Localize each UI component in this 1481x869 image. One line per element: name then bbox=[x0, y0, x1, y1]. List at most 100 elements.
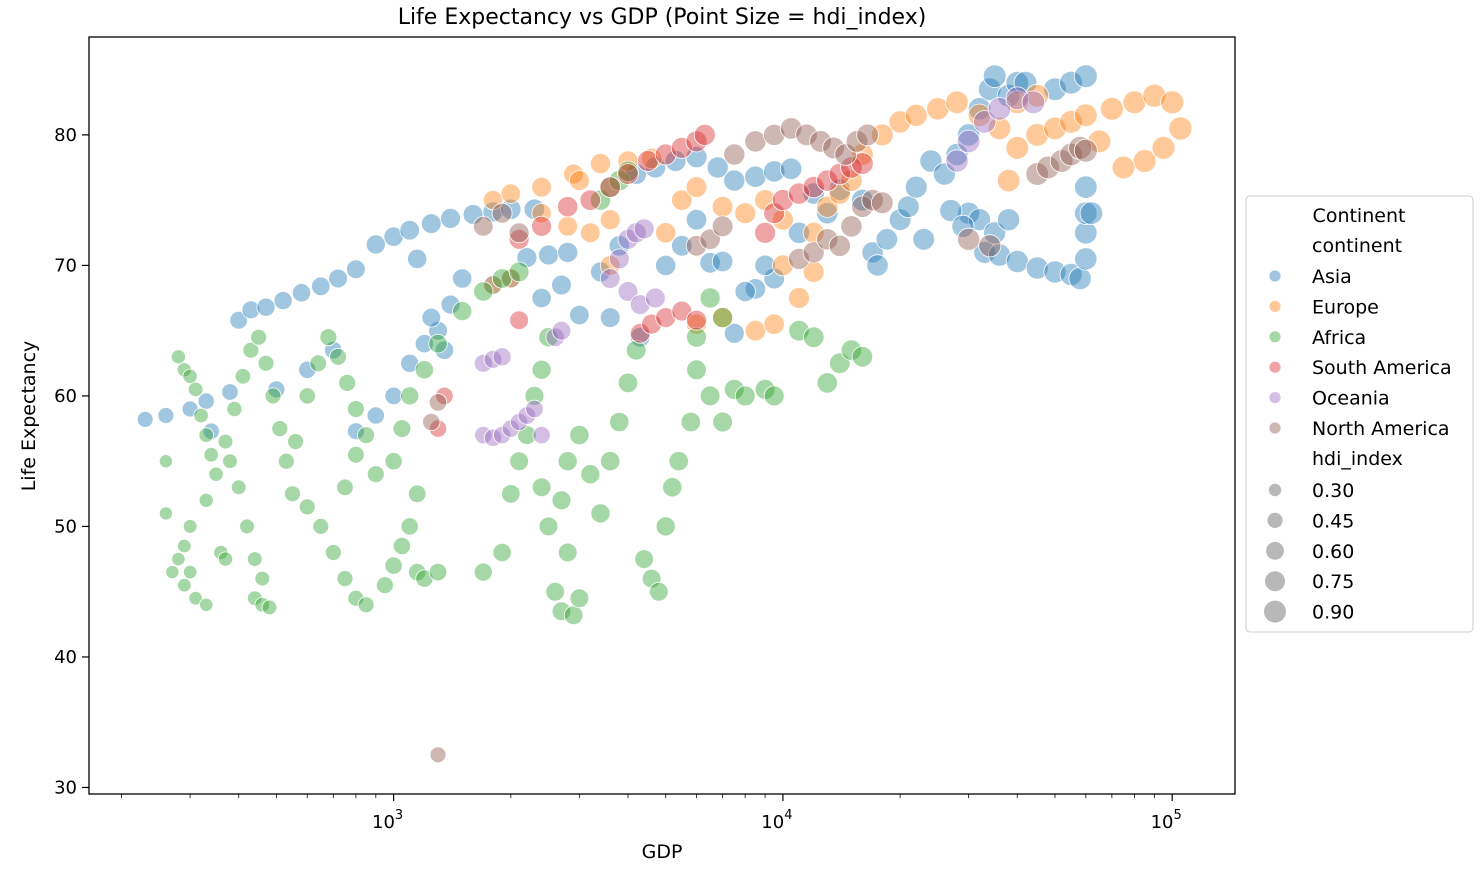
data-point-asia bbox=[763, 160, 786, 183]
data-point-africa bbox=[712, 411, 733, 433]
data-point-oceania bbox=[617, 281, 639, 302]
data-point-europe bbox=[945, 90, 969, 115]
legend-label-asia: Asia bbox=[1312, 266, 1352, 288]
data-point-africa bbox=[668, 451, 689, 472]
legend-title: Continent bbox=[1313, 205, 1406, 227]
data-point-asia bbox=[932, 162, 956, 186]
data-point-africa bbox=[655, 516, 676, 537]
data-point-europe bbox=[500, 268, 521, 289]
data-point-africa bbox=[199, 597, 214, 612]
data-point-south-america bbox=[670, 136, 693, 159]
legend-size-label: 0.60 bbox=[1312, 541, 1354, 563]
data-point-south-america bbox=[508, 228, 530, 250]
data-point-north-america bbox=[828, 234, 851, 257]
data-point-south-america bbox=[655, 307, 677, 329]
data-point-asia bbox=[956, 123, 981, 147]
data-point-north-america bbox=[428, 393, 448, 412]
data-point-asia bbox=[982, 64, 1007, 88]
data-point-asia bbox=[346, 422, 365, 441]
y-tick-label: 30 bbox=[54, 777, 77, 798]
data-point-africa bbox=[551, 601, 572, 622]
data-point-oceania bbox=[599, 268, 621, 289]
y-tick-label: 80 bbox=[54, 125, 77, 146]
legend-label-africa: Africa bbox=[1312, 327, 1366, 349]
data-point-asia bbox=[298, 360, 317, 379]
data-point-europe bbox=[888, 110, 912, 134]
data-point-africa bbox=[336, 478, 354, 497]
data-point-europe bbox=[685, 176, 708, 198]
data-point-north-america bbox=[795, 123, 818, 147]
data-point-africa bbox=[277, 452, 295, 470]
data-point-south-america bbox=[617, 163, 639, 185]
y-tick-label: 70 bbox=[54, 255, 77, 276]
data-point-europe bbox=[711, 195, 734, 218]
data-point-europe bbox=[734, 202, 757, 225]
data-point-africa bbox=[634, 549, 654, 569]
data-point-asia bbox=[945, 142, 969, 166]
data-point-asia bbox=[383, 226, 404, 247]
data-point-asia bbox=[557, 241, 579, 263]
data-point-africa bbox=[492, 542, 512, 563]
legend-size-marker bbox=[1266, 512, 1284, 529]
data-point-africa bbox=[329, 347, 348, 366]
data-point-africa bbox=[158, 506, 173, 521]
data-point-africa bbox=[182, 368, 198, 384]
data-point-oceania bbox=[956, 129, 981, 154]
data-point-north-america bbox=[779, 117, 803, 140]
data-point-africa bbox=[569, 424, 590, 446]
y-tick-label: 50 bbox=[54, 516, 77, 537]
data-point-asia bbox=[866, 254, 889, 277]
data-point-north-america bbox=[822, 136, 845, 160]
data-point-asia bbox=[904, 175, 928, 199]
data-point-africa bbox=[250, 328, 268, 346]
data-point-europe bbox=[590, 153, 612, 175]
data-point-africa bbox=[298, 387, 316, 405]
data-point-africa bbox=[346, 400, 365, 418]
data-point-africa bbox=[336, 570, 354, 587]
legend-label-north-america: North America bbox=[1312, 418, 1450, 440]
data-point-africa bbox=[217, 551, 234, 567]
data-point-africa bbox=[400, 386, 420, 406]
data-point-oceania bbox=[509, 412, 529, 432]
data-point-africa bbox=[524, 385, 545, 406]
data-point-asia bbox=[420, 213, 442, 234]
data-point-africa bbox=[230, 479, 247, 496]
legend-label-south-america: South America bbox=[1312, 357, 1452, 379]
data-point-europe bbox=[599, 209, 621, 231]
data-point-oceania bbox=[945, 149, 969, 173]
data-point-africa bbox=[375, 576, 394, 595]
data-point-north-america bbox=[834, 143, 857, 166]
data-point-asia bbox=[1059, 70, 1083, 95]
data-point-africa bbox=[840, 339, 863, 361]
data-point-asia bbox=[816, 202, 839, 225]
legend-size-label: 0.30 bbox=[1312, 480, 1354, 502]
data-point-oceania bbox=[987, 97, 1012, 121]
data-point-africa bbox=[198, 427, 214, 443]
legend-size-marker bbox=[1263, 599, 1287, 624]
data-point-africa bbox=[545, 581, 565, 602]
legend-hue-title: continent bbox=[1312, 235, 1402, 257]
x-axis: 103 104 105 bbox=[121, 794, 1182, 833]
data-point-africa bbox=[177, 578, 192, 593]
data-point-asia bbox=[202, 422, 220, 440]
data-point-africa bbox=[170, 349, 186, 365]
data-point-oceania bbox=[633, 218, 655, 240]
data-point-africa bbox=[309, 354, 328, 373]
legend-size-label: 0.45 bbox=[1312, 510, 1354, 532]
data-point-north-america bbox=[788, 247, 811, 270]
y-axis-label: Life Expectancy bbox=[18, 341, 40, 492]
data-point-europe bbox=[996, 168, 1021, 193]
data-point-africa bbox=[408, 562, 427, 582]
x-tick-label: 105 bbox=[1151, 808, 1182, 833]
data-point-oceania bbox=[1005, 86, 1030, 111]
data-point-south-america bbox=[816, 169, 839, 192]
data-point-asia bbox=[997, 208, 1021, 232]
data-point-europe bbox=[579, 222, 601, 244]
data-point-africa bbox=[662, 477, 683, 498]
data-point-asia bbox=[779, 157, 803, 181]
data-point-asia bbox=[440, 294, 461, 315]
data-point-africa bbox=[680, 411, 702, 433]
data-point-north-america bbox=[978, 234, 1002, 258]
data-point-asia bbox=[939, 199, 963, 223]
data-point-europe bbox=[1059, 110, 1083, 134]
